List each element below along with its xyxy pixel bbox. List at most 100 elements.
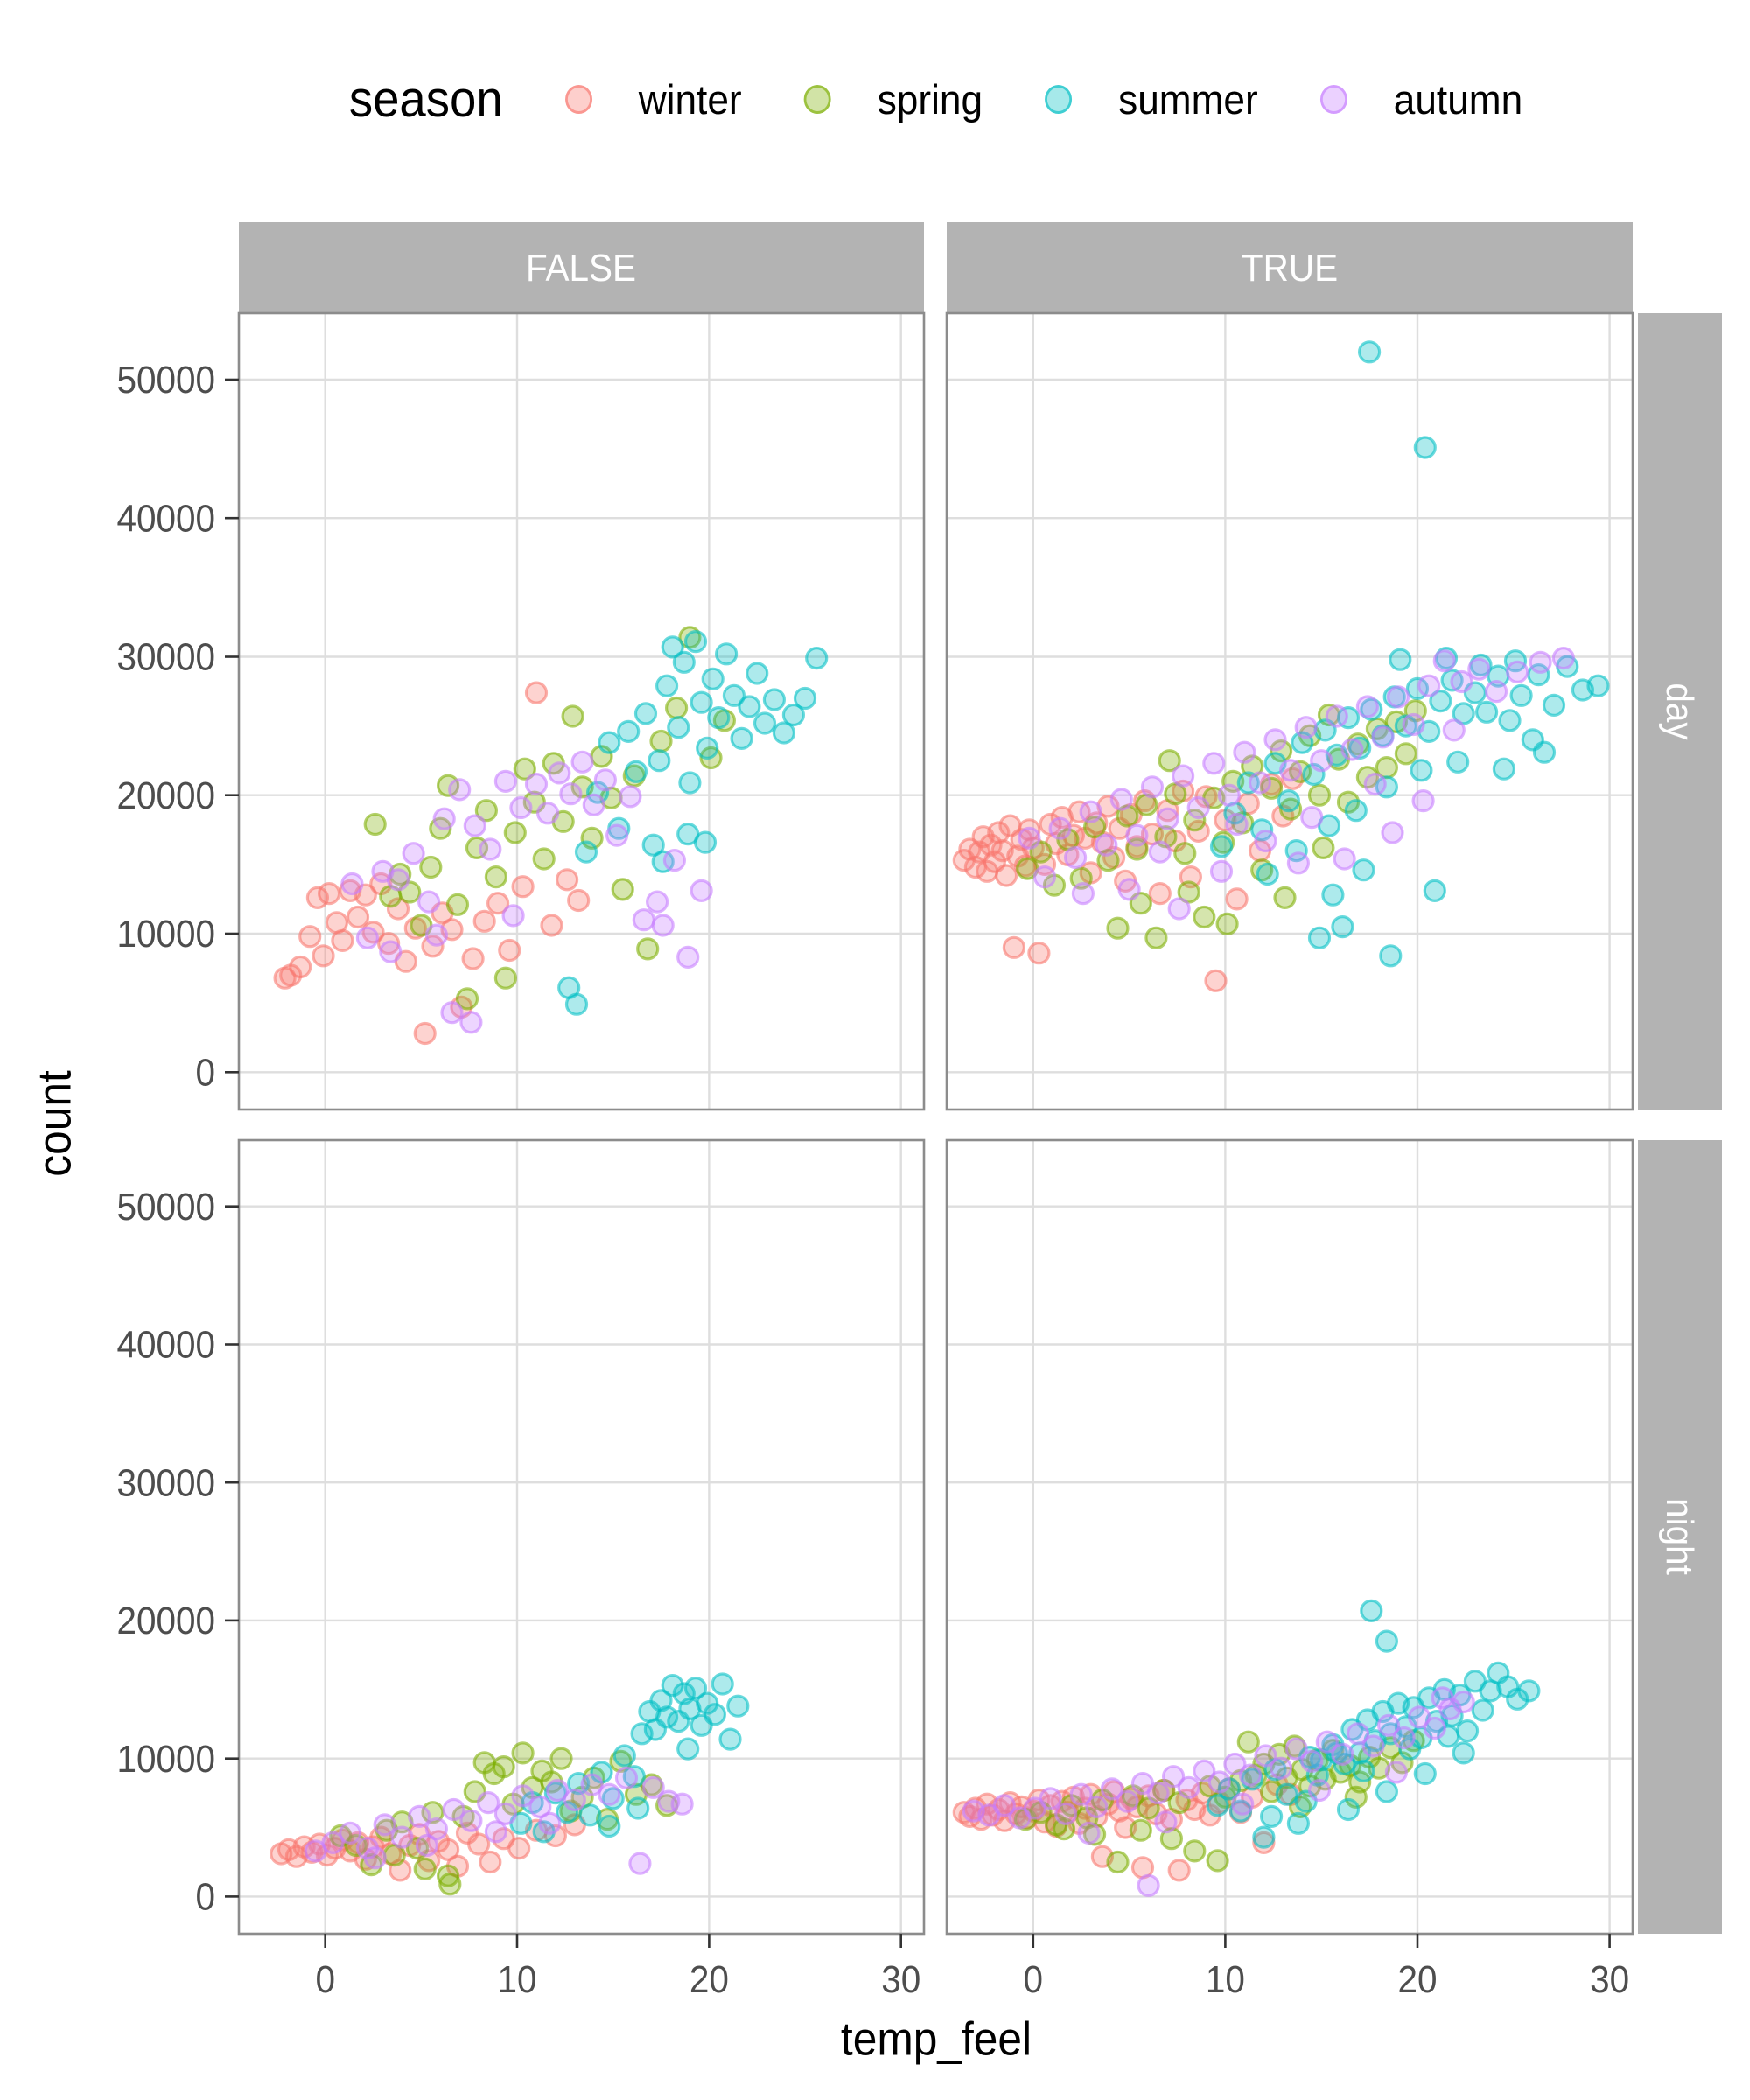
data-point-spring [1344,1785,1368,1809]
facet-strip-night [1638,1140,1722,1934]
data-point-autumn [1506,660,1530,684]
data-point-autumn [1264,728,1287,752]
data-point-autumn [484,1820,508,1844]
data-point-autumn [1423,1716,1446,1740]
data-point-spring [1183,1839,1207,1863]
data-point-spring [1278,797,1303,821]
data-point-autumn [1063,845,1088,870]
data-point-spring [1129,1818,1152,1842]
data-point-autumn [1362,1734,1385,1758]
data-point-autumn [1039,1787,1062,1810]
data-point-spring [561,704,584,728]
panel-border [945,1138,1634,1936]
data-point-summer [772,721,796,745]
data-point-autumn [408,1804,431,1828]
data-point-autumn [1156,807,1180,830]
series-summer [557,629,829,1016]
data-point-spring [438,1872,462,1896]
data-point-spring [1307,783,1332,807]
data-point-spring [1106,1850,1130,1874]
axis-layer: 0 10 20 30 0 10 20 30 0 10000 20000 30000 40000 50000… [116,359,1629,2001]
data-point-autumn [1408,1705,1432,1729]
legend-item-autumn[interactable]: autumn [1320,75,1522,123]
data-point-autumn [1167,897,1191,920]
data-point-spring [1236,1730,1260,1754]
data-point-autumn [1363,772,1387,796]
y-tick-label: 40000 [116,497,215,540]
data-point-autumn [1529,650,1552,674]
data-point-spring [436,1864,460,1887]
x-tick-label: 0 [315,1958,335,2001]
data-point-spring [1173,842,1197,865]
data-point-spring [503,821,527,844]
data-point-winter [472,909,496,933]
data-point-autumn [386,868,410,892]
spring-point-swatch [804,84,832,114]
data-point-autumn [1278,759,1303,782]
data-point-summer [1389,648,1412,671]
data-point-autumn [676,945,700,970]
data-point-autumn [1331,1742,1354,1767]
data-point-summer [1586,674,1610,697]
data-point-summer [1429,689,1452,713]
data-point-autumn [1248,771,1272,794]
data-point-spring [1158,749,1181,773]
data-point-autumn [355,926,379,949]
data-point-autumn [1286,851,1311,875]
data-point-summer [1375,1629,1399,1653]
data-point-spring [1183,808,1207,832]
data-point-spring [1193,905,1216,929]
data-point-spring [484,864,508,889]
data-point-summer [1336,1797,1361,1822]
data-point-autumn [1450,669,1474,694]
data-point-autumn [1294,716,1318,739]
data-point-summer [1321,883,1345,906]
data-point-winter [479,1850,502,1874]
legend-title: season [348,70,503,128]
data-point-autumn [459,1809,483,1832]
x-tick-label: 30 [881,1958,920,2001]
data-point-autumn [570,750,594,774]
data-point-winter [994,864,1018,887]
data-point-autumn [1018,826,1041,850]
data-point-autumn [628,1852,652,1875]
data-point-summer [634,702,658,725]
data-point-summer [726,1694,750,1718]
data-point-summer [1509,683,1533,707]
data-point-autumn [501,904,525,928]
data-point-autumn [476,1791,500,1815]
data-point-autumn [390,1825,414,1849]
data-point-summer [1352,858,1376,882]
data-point-summer [648,749,671,773]
facet-strip-day-label: day [1659,682,1702,740]
data-point-autumn [417,890,441,914]
data-point-summer [1357,340,1382,364]
data-point-autumn [619,785,642,808]
y-tick-label: 10000 [116,1737,215,1780]
data-point-summer [696,736,719,760]
data-point-summer [793,686,817,710]
panel-border [945,312,1634,1111]
data-point-autumn [442,1797,466,1822]
y-tick-label: 50000 [116,359,215,402]
data-point-summer [626,1796,650,1820]
data-point-autumn [1186,795,1210,820]
data-point-autumn [1346,1722,1370,1746]
data-point-autumn [1079,800,1102,823]
y-tick-label: 0 [195,1875,215,1918]
series-summer [1209,340,1610,968]
data-point-autumn [1300,1749,1324,1773]
legend-item-winter[interactable]: winter [565,75,742,123]
data-point-spring [1269,738,1293,763]
data-point-autumn [1208,1770,1231,1794]
data-point-spring [494,966,518,990]
data-point-summer [762,688,787,711]
data-point-summer [805,646,829,670]
data-point-spring [532,847,556,871]
data-point-summer [1517,1679,1541,1703]
data-point-autumn [440,1001,464,1025]
data-point-summer [710,1672,734,1696]
legend-item-summer[interactable]: summer [1045,75,1258,123]
data-point-spring [1177,880,1200,904]
legend-item-spring[interactable]: spring [804,75,983,123]
